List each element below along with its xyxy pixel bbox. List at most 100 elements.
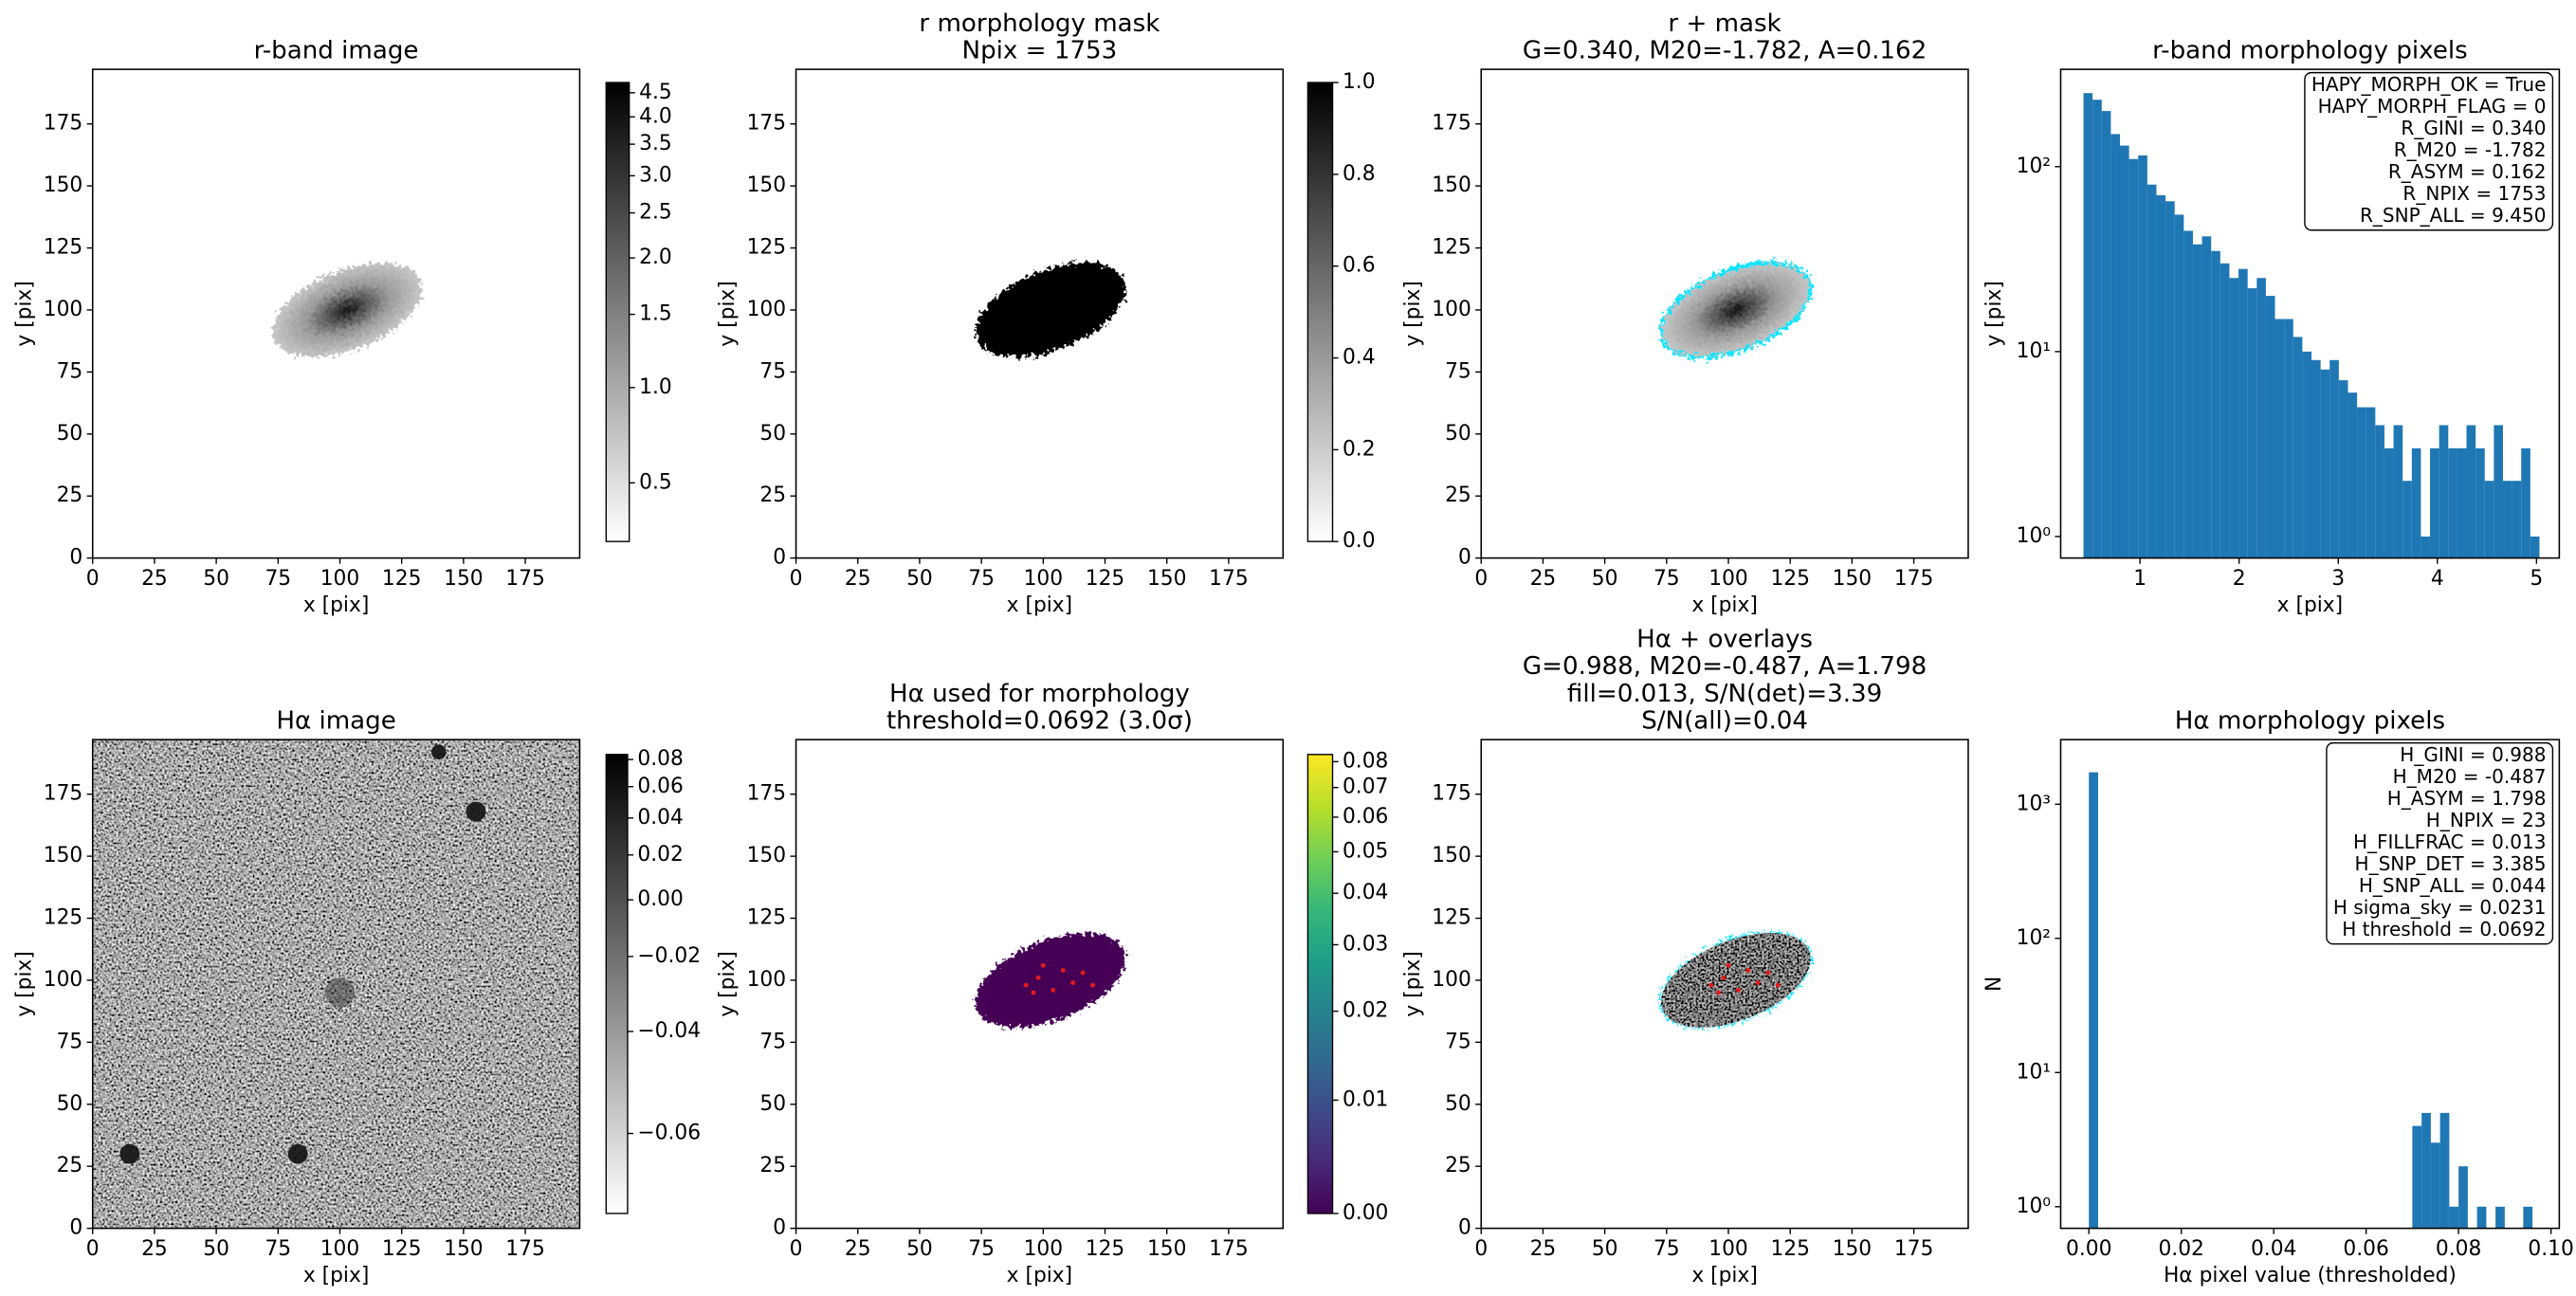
y-tick-label: 75	[1445, 1030, 1471, 1053]
source-blob	[976, 263, 1126, 357]
colorbar-tick-label: 0.07	[1343, 776, 1388, 799]
y-tick-label: 125	[44, 236, 83, 260]
histogram-bar	[2457, 447, 2467, 558]
x-tick-label: 175	[505, 1237, 545, 1261]
histogram-bar	[2484, 481, 2494, 558]
y-tick-label: 25	[759, 484, 786, 507]
x-tick-label: 25	[845, 567, 871, 591]
x-tick-label: 0	[790, 1237, 803, 1261]
x-tick-label: 100	[1708, 567, 1748, 591]
annotation-line: R_ASYM = 0.162	[2388, 160, 2547, 183]
colorbar-tick-label: 4.0	[639, 104, 672, 128]
histogram-bar	[2138, 155, 2147, 558]
colorbar	[605, 82, 630, 542]
histogram-bar	[2147, 184, 2157, 558]
colorbar-tick-label: −0.04	[637, 1019, 701, 1043]
y-tick-label: 10¹	[2017, 1060, 2051, 1084]
axes-frame	[795, 739, 1285, 1230]
y-tick-label: 50	[1445, 422, 1471, 446]
x-tick-label: 75	[265, 567, 291, 591]
colorbar	[605, 754, 629, 1214]
colorbar-tick-label: 2.0	[639, 246, 672, 269]
histogram-bar	[2256, 278, 2266, 558]
detected-pixel	[1726, 962, 1731, 968]
histogram-bar	[2238, 268, 2248, 558]
colorbar-tick-label: 0.01	[1343, 1087, 1388, 1111]
x-tick-label: 125	[1086, 1237, 1125, 1261]
x-tick-label: 0	[790, 567, 803, 591]
x-tick-label: 3	[2331, 567, 2345, 591]
y-axis-label: y [pix]	[1401, 281, 1425, 346]
y-tick-label: 175	[1432, 112, 1471, 136]
plot-area	[92, 739, 580, 1229]
histogram-bar	[2366, 407, 2376, 558]
axes-frame	[1480, 739, 1969, 1230]
y-tick-label: 100	[1432, 298, 1471, 321]
y-axis-label: N	[1982, 977, 2006, 992]
histogram-bar	[2502, 481, 2512, 558]
histogram-bar	[2229, 278, 2239, 558]
y-tick-label: 100	[747, 298, 787, 321]
y-tick-label: 175	[747, 112, 787, 136]
panel-title: r-band morphology pixels	[2152, 36, 2468, 64]
histogram-bar	[2439, 1112, 2450, 1229]
histogram-bar	[2466, 425, 2476, 558]
x-axis-label: x [pix]	[303, 1264, 369, 1287]
x-tick-label: 75	[968, 1237, 995, 1261]
y-tick-label: 150	[44, 844, 83, 867]
histogram-bar	[2089, 772, 2098, 1229]
colorbar-tick-label: 3.0	[639, 163, 672, 187]
colorbar-tick-label: 4.5	[639, 81, 672, 104]
colorbar	[1306, 82, 1334, 542]
colorbar-tick-label: 0.06	[637, 775, 683, 798]
x-tick-label: 0.06	[2343, 1237, 2388, 1261]
annotation-line: HAPY_MORPH_OK = True	[2311, 73, 2547, 96]
x-tick-label: 100	[320, 567, 360, 591]
panel-title: G=0.340, M20=-1.782, A=0.162	[1523, 36, 1927, 64]
colorbar-tick-label: 2.5	[639, 201, 672, 225]
y-tick-label: 100	[1432, 968, 1471, 992]
colorbar-tick-label: 0.04	[637, 806, 683, 830]
y-tick-label: 0	[69, 1216, 82, 1240]
y-tick-label: 150	[1432, 173, 1471, 197]
detected-pixel	[1080, 970, 1086, 976]
detected-pixel	[1070, 980, 1076, 986]
annotation-line: R_SNP_ALL = 9.450	[2360, 204, 2546, 227]
colorbar-tick-label: 1.0	[639, 375, 672, 399]
y-tick-label: 10²	[2017, 926, 2051, 950]
panel-title: S/N(all)=0.04	[1641, 706, 1808, 735]
x-tick-label: 5	[2530, 567, 2543, 591]
colorbar-tick-label: 0.2	[1343, 437, 1376, 461]
y-tick-label: 125	[747, 906, 787, 930]
x-axis-label: x [pix]	[2277, 593, 2343, 617]
histogram-bar	[2530, 536, 2540, 558]
y-tick-label: 150	[1432, 844, 1471, 867]
y-tick-label: 10⁰	[2017, 1195, 2051, 1218]
annotation-line: H_GINI = 0.988	[2400, 743, 2546, 766]
colorbar-tick-label: 0.8	[1343, 162, 1376, 186]
x-tick-label: 100	[320, 1237, 360, 1261]
histogram-bar	[2183, 230, 2193, 558]
histogram-bar	[2247, 288, 2257, 558]
x-tick-label: 150	[444, 1237, 484, 1261]
histogram-bar	[2338, 380, 2348, 558]
annotation-line: H sigma_sky = 0.0231	[2333, 896, 2547, 919]
x-tick-label: 0.08	[2436, 1237, 2481, 1261]
x-tick-label: 50	[906, 567, 933, 591]
y-axis-label: y [pix]	[12, 281, 36, 346]
annotation-line: R_NPIX = 1753	[2402, 182, 2546, 205]
x-tick-label: 125	[1770, 567, 1810, 591]
x-tick-label: 25	[141, 1237, 168, 1261]
plot-area	[1659, 261, 1813, 359]
histogram-bar	[2476, 447, 2485, 558]
axes-frame	[795, 68, 1285, 559]
histogram-bar	[2412, 1125, 2422, 1229]
y-tick-label: 10¹	[2017, 339, 2051, 363]
source-blob	[272, 263, 423, 357]
y-tick-label: 100	[44, 298, 83, 321]
colorbar-tick-label: 0.6	[1343, 254, 1376, 278]
y-axis-label: y [pix]	[716, 281, 740, 346]
detected-pixel	[1721, 975, 1726, 980]
